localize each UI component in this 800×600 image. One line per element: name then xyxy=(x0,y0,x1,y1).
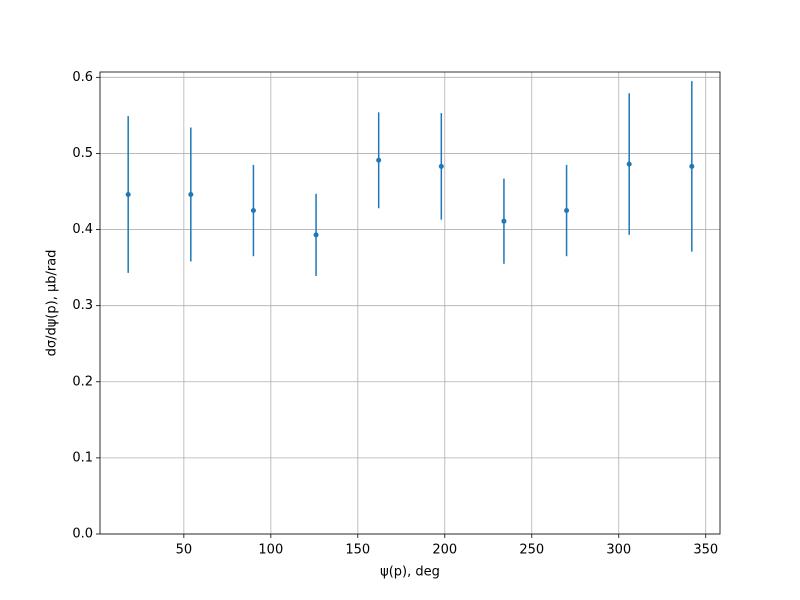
data-point xyxy=(626,161,632,167)
data-point xyxy=(125,192,131,198)
x-tick-label: 150 xyxy=(345,543,370,558)
data-point xyxy=(501,218,507,224)
data-point xyxy=(376,157,382,163)
x-tick-label: 200 xyxy=(432,543,457,558)
y-tick-label: 0.3 xyxy=(72,298,93,313)
data-point xyxy=(689,163,695,169)
x-tick-label: 50 xyxy=(176,543,193,558)
x-tick-label: 250 xyxy=(519,543,544,558)
y-axis-label: dσ/dψ(p), μb/rad xyxy=(45,250,60,357)
data-point xyxy=(313,232,319,238)
plot-frame xyxy=(99,71,721,535)
y-tick-label: 0.0 xyxy=(72,527,93,542)
x-tick-label: 100 xyxy=(258,543,283,558)
data-point xyxy=(438,163,444,169)
y-tick-label: 0.4 xyxy=(72,222,93,237)
y-tick-label: 0.6 xyxy=(72,70,93,85)
x-tick-label: 300 xyxy=(606,543,631,558)
x-tick-label: 350 xyxy=(693,543,718,558)
y-tick-label: 0.1 xyxy=(72,450,93,465)
y-tick-label: 0.2 xyxy=(72,374,93,389)
y-tick-label: 0.5 xyxy=(72,146,93,161)
data-point xyxy=(564,208,570,214)
data-point xyxy=(250,208,256,214)
data-point xyxy=(188,192,194,198)
x-axis-label: ψ(p), deg xyxy=(380,565,440,580)
